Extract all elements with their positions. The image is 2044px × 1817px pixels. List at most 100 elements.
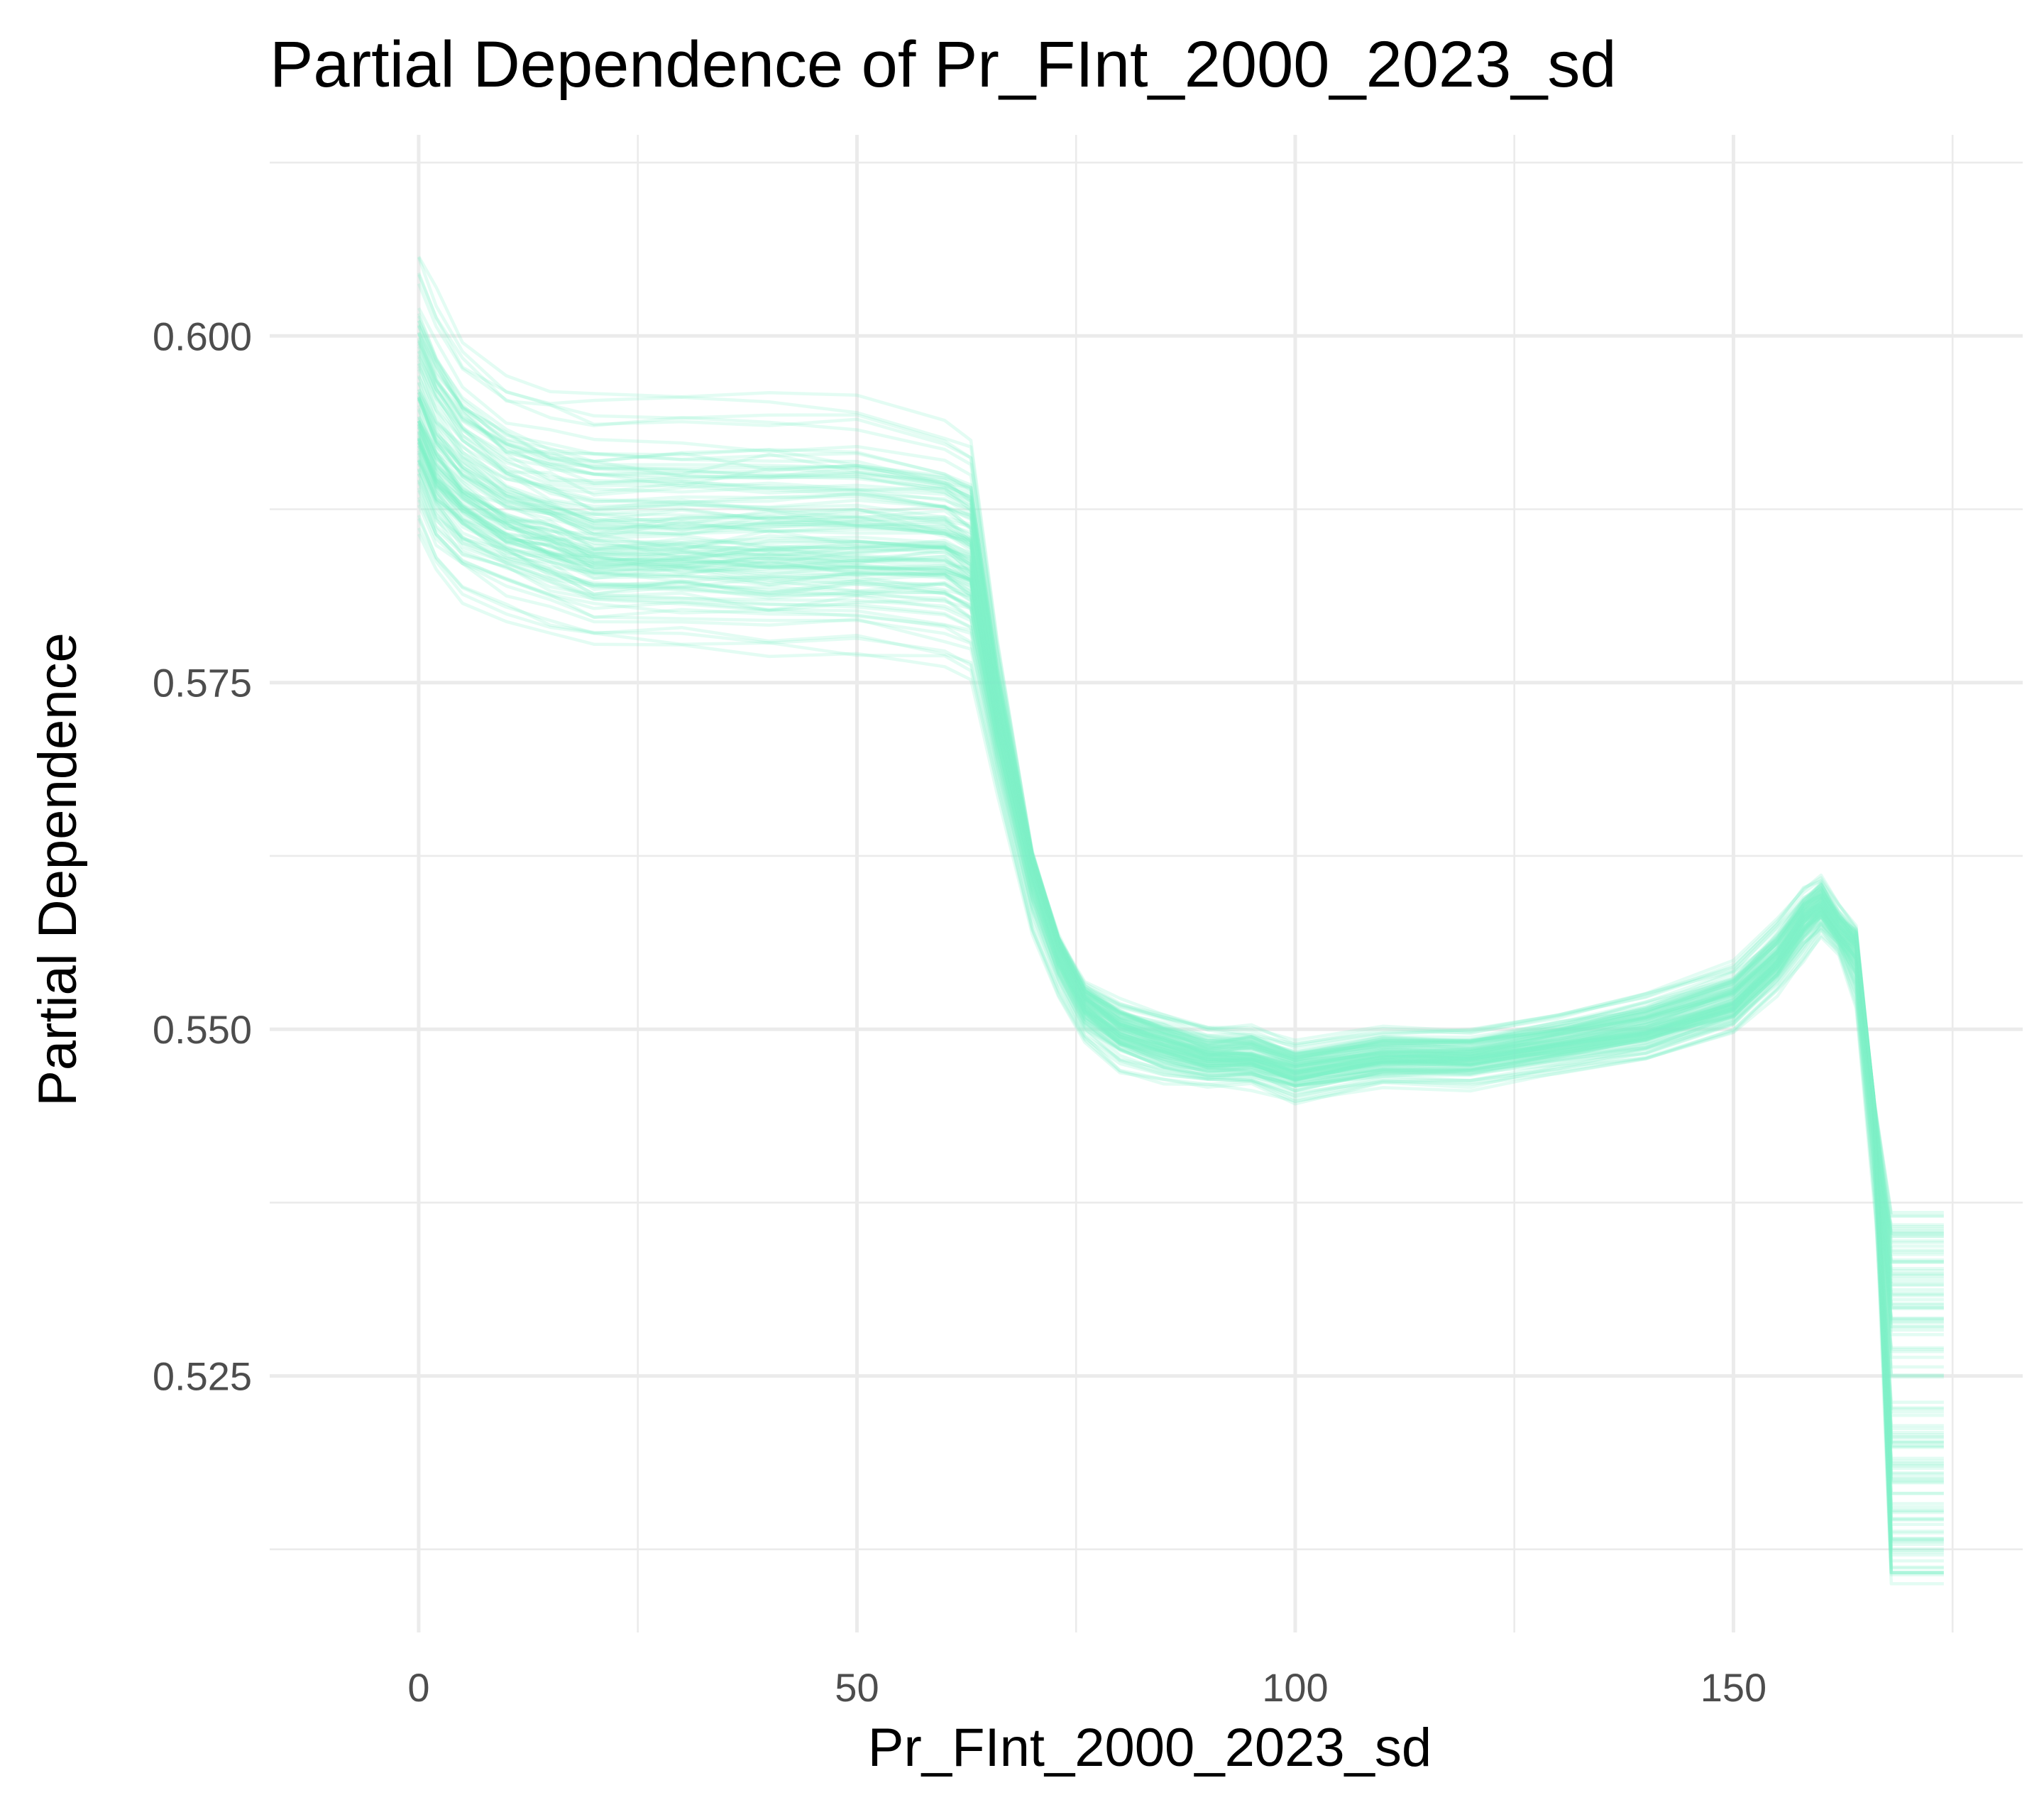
ice-curve: [417, 346, 1944, 1439]
ice-curve: [417, 256, 1944, 1468]
ice-curve: [417, 435, 1944, 1437]
ice-curve: [417, 481, 1944, 1226]
ice-curve: [417, 257, 1944, 1320]
ice-curve: [417, 351, 1944, 1544]
x-tick-label: 0: [407, 1665, 429, 1710]
chart-title: Partial Dependence of Pr_FInt_2000_2023_…: [270, 28, 1617, 101]
ice-curve: [417, 425, 1944, 1262]
ice-curve: [417, 272, 1944, 1411]
ice-curve: [417, 407, 1944, 1379]
ice-curve: [417, 459, 1944, 1417]
ice-curve: [417, 343, 1944, 1264]
ice-curve: [417, 441, 1944, 1527]
ice-curve: [417, 424, 1944, 1431]
y-tick-label: 0.575: [153, 661, 252, 706]
ice-curve: [417, 439, 1944, 1287]
ice-curve: [417, 420, 1944, 1276]
ice-curve: [417, 438, 1944, 1513]
ice-curve: [417, 431, 1944, 1310]
ice-curve: [417, 437, 1944, 1273]
ice-curve: [417, 459, 1944, 1522]
ice-curve: [417, 429, 1944, 1244]
ice-curves: [417, 256, 1944, 1586]
ice-curve: [417, 462, 1944, 1231]
ice-curve: [417, 533, 1944, 1350]
ice-curve: [417, 460, 1944, 1238]
ice-curve: [417, 324, 1944, 1520]
ice-curve: [417, 422, 1944, 1547]
ice-curve: [417, 319, 1944, 1513]
ice-curve: [417, 490, 1944, 1325]
x-axis-title: Pr_FInt_2000_2023_sd: [868, 1718, 1432, 1778]
ice-curve: [417, 341, 1944, 1574]
ice-curve: [417, 444, 1944, 1410]
ice-curve: [417, 405, 1944, 1521]
ice-curve: [417, 504, 1944, 1233]
ice-curve: [417, 463, 1944, 1466]
ice-curve: [417, 468, 1944, 1321]
ice-curve: [417, 349, 1944, 1359]
ice-curve: [417, 331, 1944, 1329]
ice-curve: [417, 441, 1944, 1252]
ice-curve: [417, 337, 1944, 1253]
ice-curve: [417, 312, 1944, 1369]
ice-curve: [417, 437, 1944, 1464]
ice-curve: [417, 450, 1944, 1263]
ice-curve: [417, 354, 1944, 1336]
ice-curve: [417, 392, 1944, 1351]
ice-curve: [417, 399, 1944, 1270]
ice-curve: [417, 382, 1944, 1256]
ice-curve: [417, 469, 1944, 1447]
ice-curve: [417, 375, 1944, 1307]
ice-curve: [417, 460, 1944, 1509]
ice-curve: [417, 417, 1944, 1495]
ice-curve: [417, 421, 1944, 1554]
ice-curve: [417, 420, 1944, 1475]
x-tick-label: 100: [1262, 1665, 1328, 1710]
ice-curve: [417, 274, 1944, 1505]
y-axis-ticks: 0.525 0.550 0.575 0.600: [153, 314, 252, 1398]
ice-curve: [417, 445, 1944, 1444]
ice-curve: [417, 416, 1944, 1243]
ice-curve: [417, 419, 1944, 1297]
ice-curve: [417, 362, 1944, 1542]
ice-curve: [417, 442, 1944, 1310]
y-tick-label: 0.600: [153, 314, 252, 358]
ice-curve: [417, 499, 1944, 1278]
y-tick-label: 0.525: [153, 1354, 252, 1399]
ice-curve: [417, 447, 1944, 1329]
ice-curve: [417, 478, 1944, 1586]
ice-curve: [417, 430, 1944, 1236]
ice-curve: [417, 487, 1944, 1535]
x-tick-label: 50: [835, 1665, 879, 1710]
ice-curve: [417, 456, 1944, 1444]
major-gridlines: [270, 135, 2023, 1632]
ice-curve: [417, 396, 1944, 1217]
ice-curve: [417, 307, 1944, 1302]
ice-curve: [417, 468, 1944, 1543]
ice-curve: [417, 319, 1944, 1229]
ice-curve: [417, 397, 1944, 1445]
ice-curve: [417, 441, 1944, 1576]
ice-curve: [417, 397, 1944, 1248]
ice-curve: [417, 452, 1944, 1404]
ice-curve: [417, 473, 1944, 1449]
ice-curve: [417, 375, 1944, 1540]
ice-curve: [417, 427, 1944, 1283]
ice-curve: [417, 388, 1944, 1236]
ice-curve: [417, 415, 1944, 1476]
ice-curve: [417, 388, 1944, 1378]
ice-curve: [417, 419, 1944, 1263]
ice-curve: [417, 397, 1944, 1569]
ice-curve: [417, 445, 1944, 1332]
ice-curve: [417, 473, 1944, 1310]
ice-curve: [417, 449, 1944, 1574]
ice-curve: [417, 396, 1944, 1434]
ice-curve: [417, 315, 1944, 1552]
ice-curve: [417, 517, 1944, 1465]
ice-curve: [417, 368, 1944, 1533]
y-tick-label: 0.550: [153, 1007, 252, 1052]
ice-curve: [417, 391, 1944, 1214]
ice-curve: [417, 366, 1944, 1439]
ice-curve: [417, 339, 1944, 1354]
